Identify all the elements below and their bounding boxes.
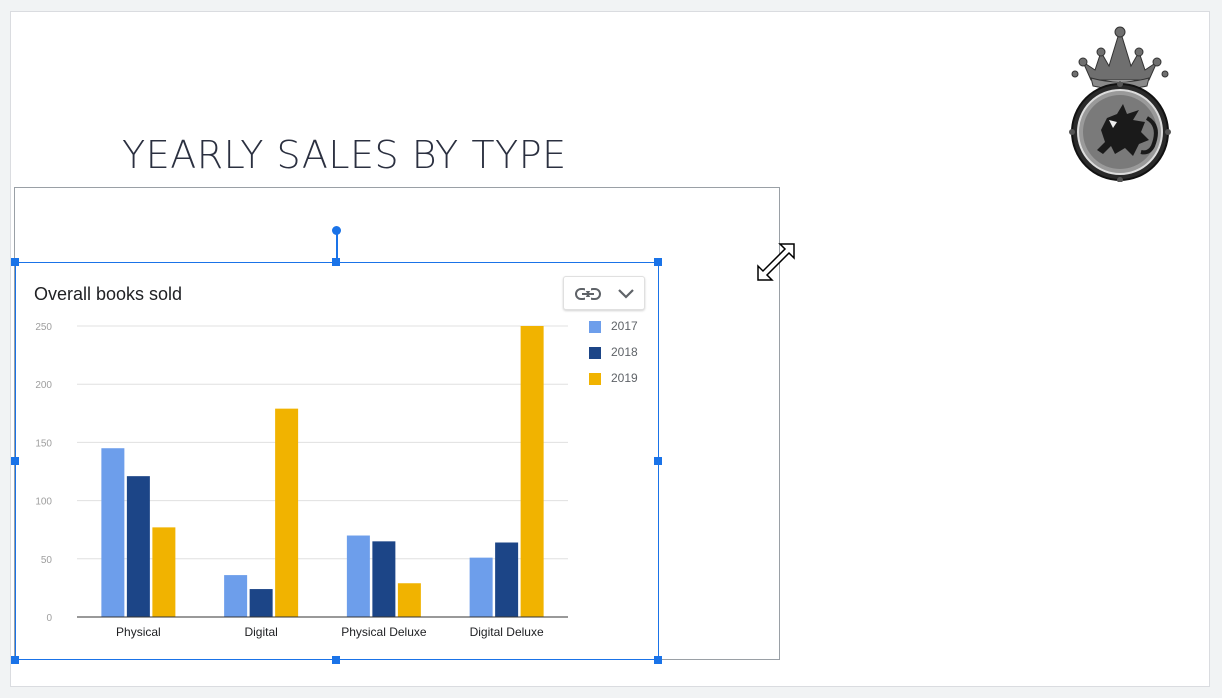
legend-swatch-2018	[589, 347, 601, 359]
chart-selection-box[interactable]	[15, 262, 659, 660]
legend-swatch-2019	[589, 373, 601, 385]
resize-handle-top-left[interactable]	[11, 258, 19, 266]
rotation-handle-stem	[336, 232, 338, 262]
legend-label-2019: 2019	[611, 371, 638, 385]
link-icon[interactable]	[574, 284, 602, 304]
resize-handle-top-right[interactable]	[654, 258, 662, 266]
legend-label-2018: 2018	[611, 345, 638, 359]
rotation-handle[interactable]	[332, 226, 341, 235]
resize-handle-left[interactable]	[11, 457, 19, 465]
chart-title: Overall books sold	[34, 284, 183, 304]
crowned-griffin-crest-icon[interactable]	[1061, 22, 1179, 182]
legend-swatch-2017	[589, 321, 601, 333]
resize-handle-top[interactable]	[332, 258, 340, 266]
resize-handle-bottom-left[interactable]	[11, 656, 19, 664]
linked-chart-menu[interactable]	[563, 276, 645, 310]
legend-label-2017: 2017	[611, 319, 638, 333]
resize-handle-bottom-right[interactable]	[654, 656, 662, 664]
resize-handle-right[interactable]	[654, 457, 662, 465]
slide-canvas[interactable]	[10, 11, 1210, 687]
slide-title[interactable]: YEARLY SALES BY TYPE	[122, 133, 567, 177]
diagonal-resize-icon	[757, 243, 795, 281]
resize-handle-bottom[interactable]	[332, 656, 340, 664]
chevron-down-icon[interactable]	[616, 285, 636, 303]
